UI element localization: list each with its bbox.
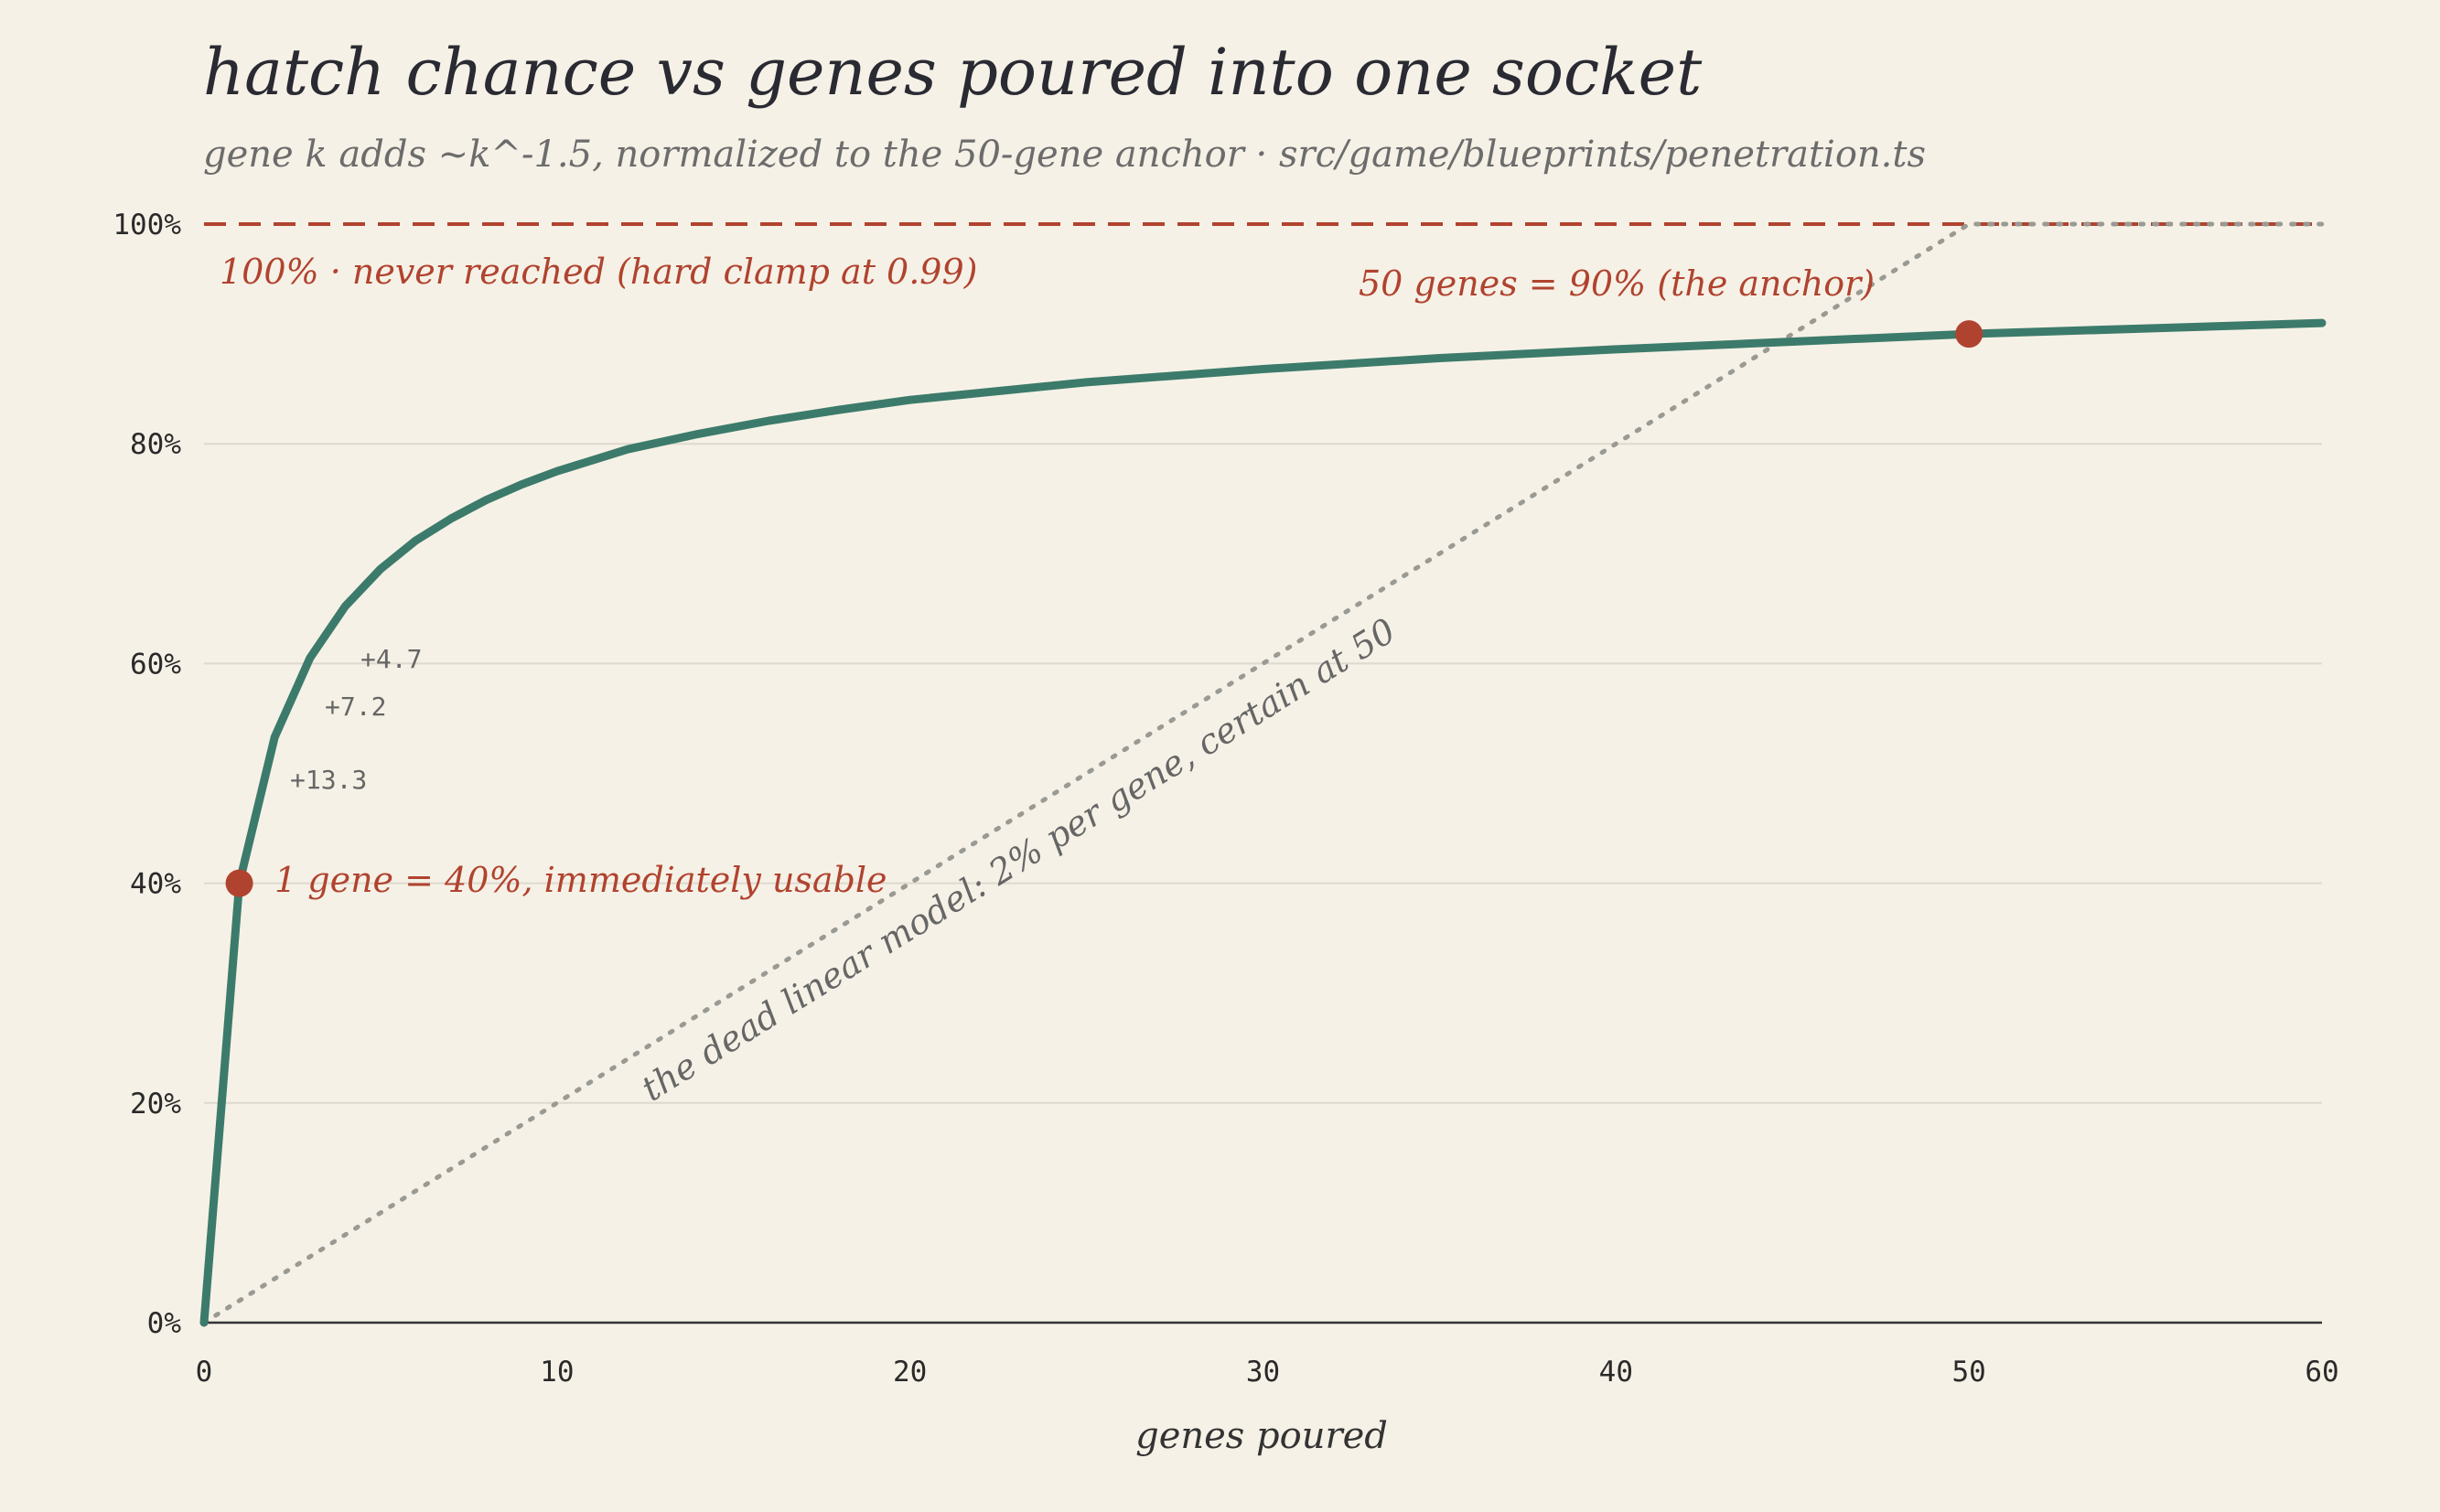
y-tick-label: 20% <box>130 1088 181 1121</box>
point-50-genes <box>1955 320 1983 349</box>
x-tick-label: 40 <box>1599 1356 1633 1389</box>
step-label: +7.2 <box>325 692 386 722</box>
x-tick-label: 20 <box>893 1356 927 1389</box>
y-tick-label: 60% <box>130 648 181 681</box>
step-label: +4.7 <box>360 644 422 674</box>
x-tick-label: 50 <box>1952 1356 1986 1389</box>
y-tick-label: 80% <box>130 428 181 461</box>
x-tick-label: 30 <box>1246 1356 1280 1389</box>
step-label: +13.3 <box>290 765 367 795</box>
linear-model-line-group <box>201 221 2325 1325</box>
y-tick-label: 0% <box>147 1307 182 1340</box>
linear-model-line <box>201 221 2325 1325</box>
point-1-gene <box>225 869 253 897</box>
x-tick-label: 0 <box>196 1356 213 1389</box>
x-tick-label: 10 <box>540 1356 574 1389</box>
point-50-genes-label: 50 genes = 90% (the anchor) <box>1359 263 1875 304</box>
gridlines <box>204 443 2322 1104</box>
y-tick-label: 100% <box>113 209 181 241</box>
x-tick-label: 60 <box>2305 1356 2338 1389</box>
point-1-gene-label: 1 gene = 40%, immediately usable <box>274 860 887 900</box>
highlight-points <box>225 320 1983 897</box>
y-tick-label: 40% <box>130 868 181 901</box>
chart-subtitle: gene k adds ~k^-1.5, normalized to the 5… <box>203 134 1926 176</box>
tick-labels: 0% 20% 40% 60% 80% 100% 0 10 20 30 40 50 60 <box>113 209 2338 1389</box>
hatch-curve <box>199 318 2327 1327</box>
chart-title: hatch chance vs genes poured into one so… <box>203 35 1703 110</box>
annotations: 100% · never reached (hard clamp at 0.99… <box>220 252 1875 1110</box>
ceiling-label: 100% · never reached (hard clamp at 0.99… <box>220 252 978 292</box>
hatch-curve-group <box>199 318 2327 1327</box>
x-axis-label: genes poured <box>1135 1415 1388 1457</box>
